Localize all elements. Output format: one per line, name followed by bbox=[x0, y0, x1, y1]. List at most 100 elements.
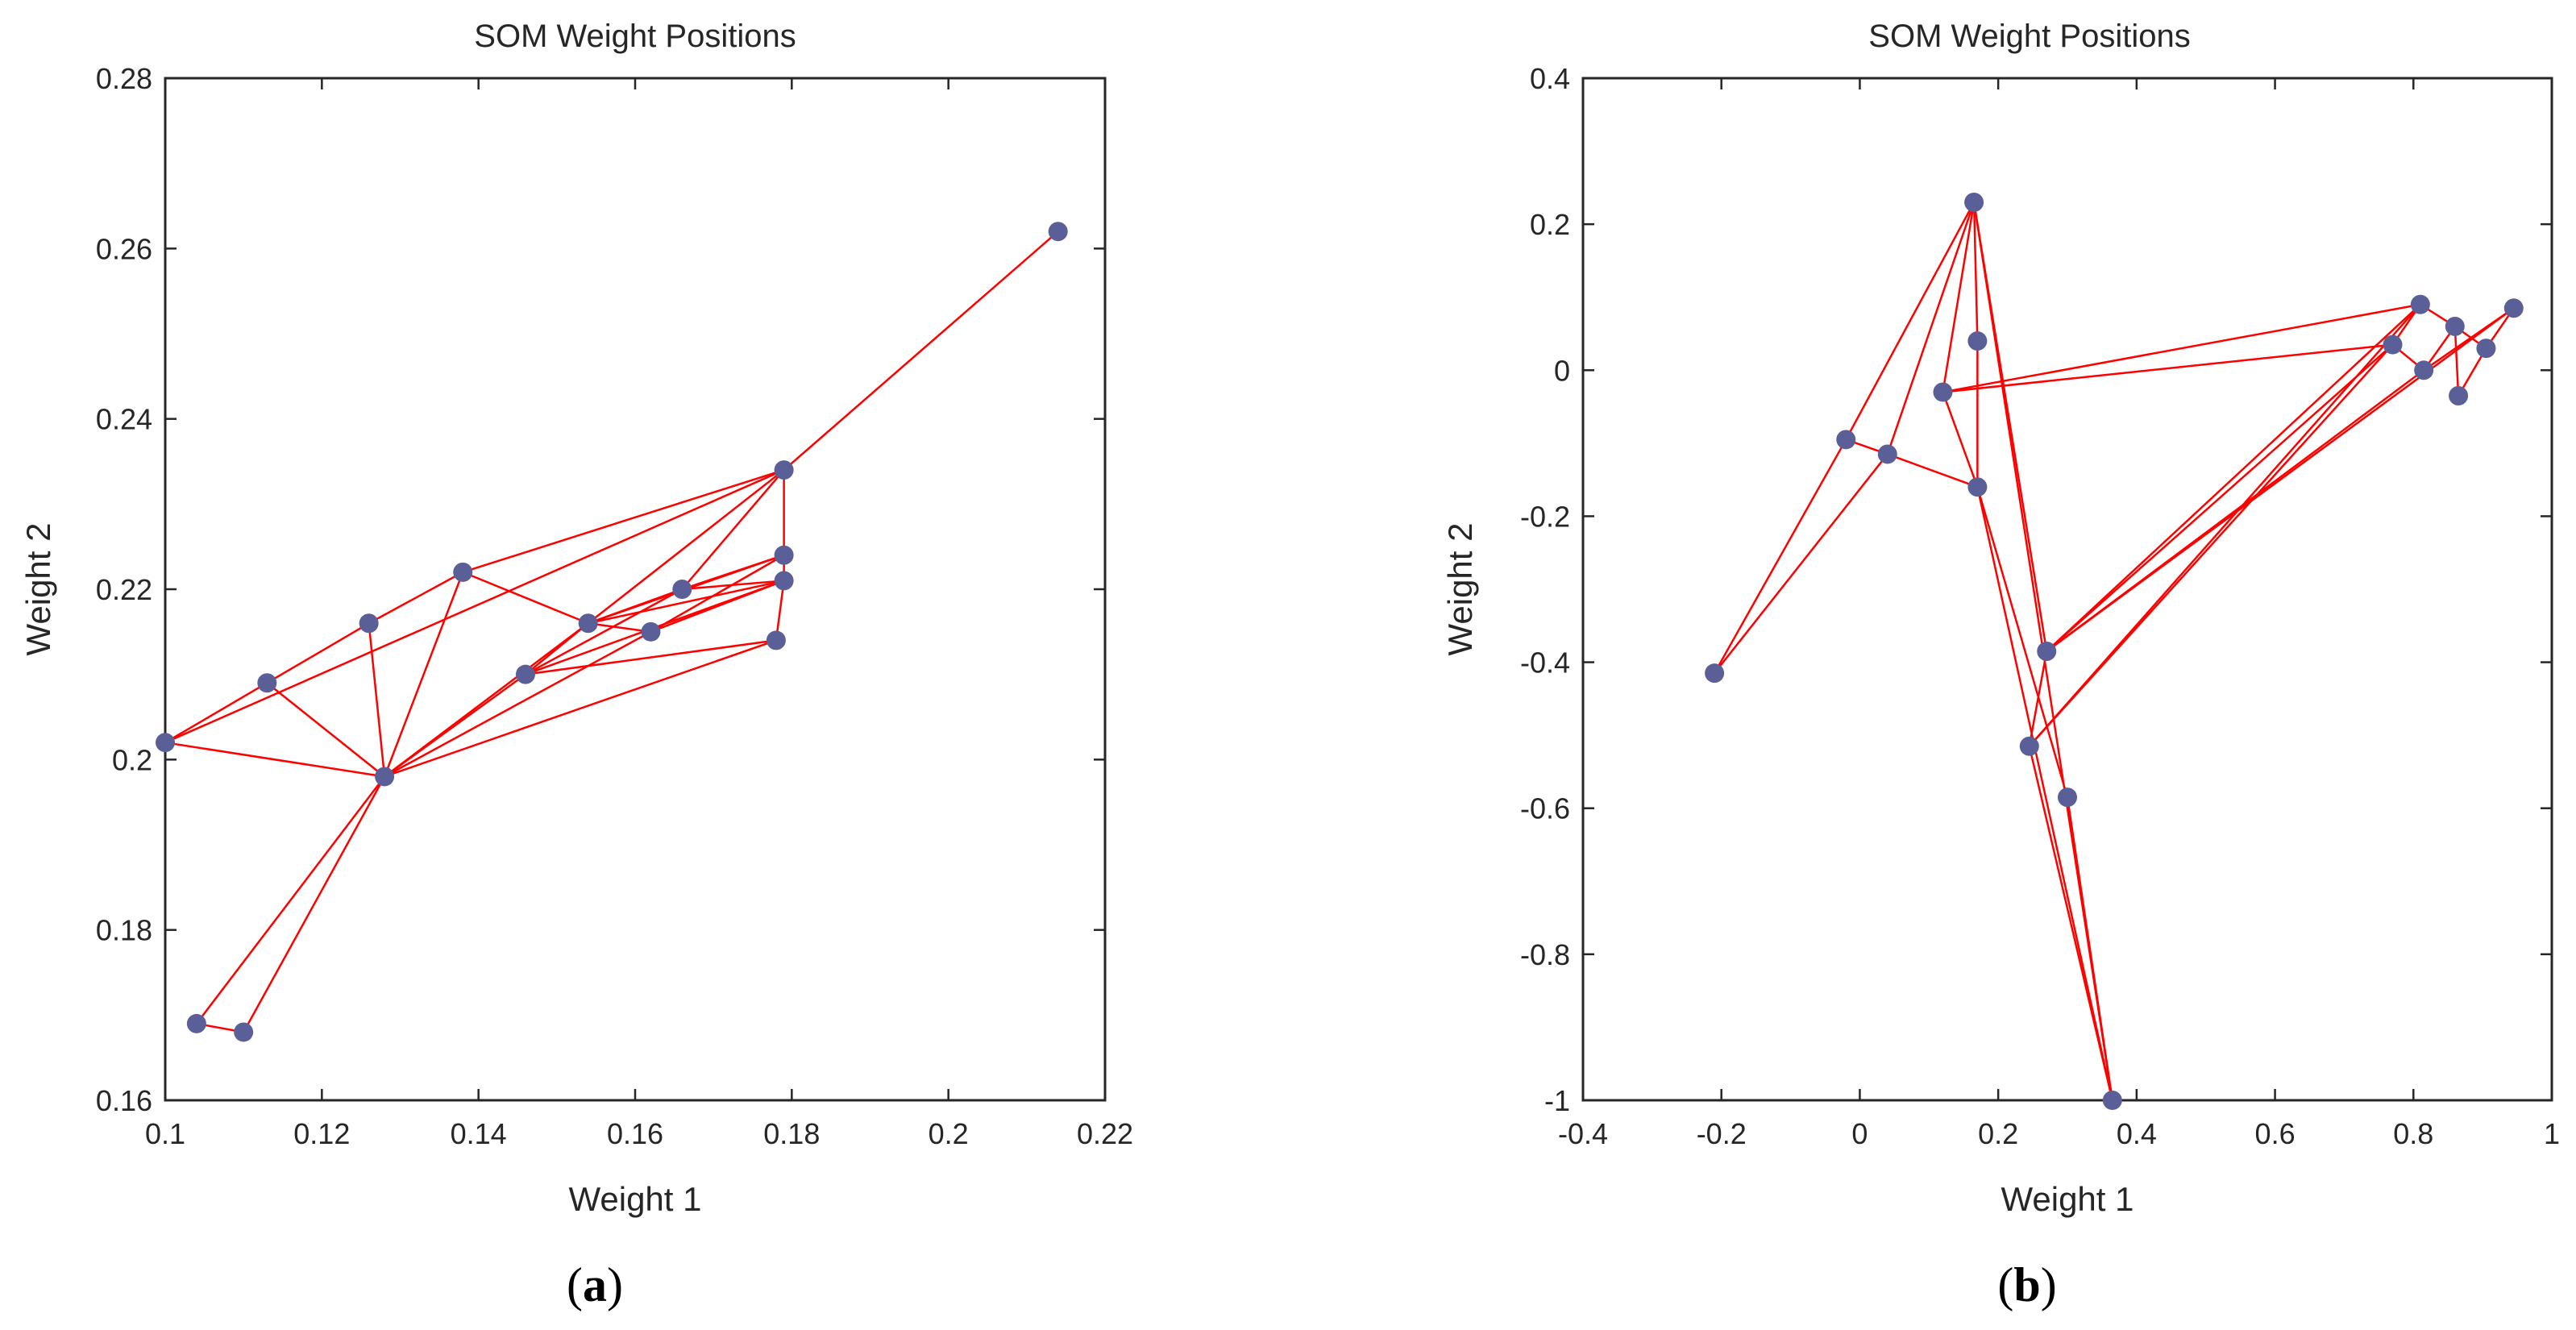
panel-b-weight-point bbox=[2058, 788, 2077, 808]
panel-b-neighbor-edge bbox=[1942, 202, 1976, 393]
panel-a-neighbor-edge bbox=[164, 741, 385, 778]
panel-a-y-tick-label: 0.28 bbox=[96, 62, 152, 95]
panel-a-weight-point bbox=[257, 673, 277, 693]
panel-a-x-tick-label: 0.22 bbox=[1077, 1117, 1133, 1150]
panel-b-caption-close: ) bbox=[2041, 1258, 2057, 1311]
panel-a-x-tick-label: 0.18 bbox=[763, 1117, 820, 1150]
panel-b-x-tick-label: 1 bbox=[2544, 1117, 2560, 1150]
panel-b-weight-point bbox=[2476, 339, 2496, 359]
panel-b-x-tick-label: 0 bbox=[1851, 1117, 1868, 1150]
panel-b-x-label: Weight 1 bbox=[2001, 1180, 2134, 1218]
panel-b-weight-point bbox=[2449, 385, 2469, 405]
panel-b-caption-letter: b bbox=[2013, 1258, 2040, 1311]
panel-a-neighbor-edge bbox=[384, 639, 777, 778]
panel-b-weight-point bbox=[2383, 335, 2403, 355]
panel-b-plot-area bbox=[1581, 77, 2553, 1102]
panel-a-plot-area bbox=[164, 77, 1107, 1102]
panel-a-weight-point bbox=[515, 664, 535, 684]
panel-a-neighbor-edge bbox=[681, 554, 785, 591]
panel-b-weight-point bbox=[2019, 736, 2039, 756]
panel-a-y-axis: 0.16 0.18 0.2 0.22 0.24 0.26 0.28 bbox=[96, 62, 1105, 1117]
panel-a-weight-point bbox=[186, 1013, 206, 1033]
panel-b-x-tick-label: -0.4 bbox=[1558, 1117, 1608, 1150]
panel-a-x-tick-label: 0.1 bbox=[145, 1117, 185, 1150]
panel-b-x-tick-label: 0.4 bbox=[2117, 1117, 2157, 1150]
panel-b-neighbor-edge bbox=[2453, 326, 2460, 397]
panel-b-y-tick-label: -0.4 bbox=[1520, 646, 1570, 680]
panel-a-neighbor-edge bbox=[650, 580, 785, 634]
panel-b-neighbor-edge bbox=[2028, 303, 2421, 747]
panel-b-neighbor-edge bbox=[2028, 650, 2048, 746]
panel-a-weight-point bbox=[359, 613, 379, 634]
panel-a-neighbor-edge bbox=[384, 622, 589, 778]
panel-a-neighbor-edge bbox=[266, 622, 370, 684]
panel-a-chart: SOM Weight Positions 0.1 0.12 0.14 0.16 0.18… bbox=[19, 19, 1133, 1311]
panel-a-x-label: Weight 1 bbox=[569, 1180, 702, 1218]
panel-a-neighbor-edge bbox=[384, 630, 652, 778]
panel-b-y-tick-label: -0.6 bbox=[1520, 792, 1570, 825]
panel-a-neighbor-edge bbox=[525, 588, 683, 675]
panel-b-neighbor-edge bbox=[1976, 486, 2069, 798]
panel-b-neighbor-edge bbox=[1942, 392, 1979, 488]
panel-b-neighbor-edge bbox=[1714, 453, 1888, 674]
panel-b-neighbor-edge bbox=[2423, 307, 2515, 372]
panel-b-neighbor-edge bbox=[1942, 343, 2393, 393]
panel-a-caption: (a) bbox=[567, 1258, 623, 1311]
panel-a-neighbor-edge bbox=[783, 231, 1059, 472]
panel-a-caption-close: ) bbox=[607, 1258, 623, 1311]
panel-b-neighbor-edge bbox=[2046, 307, 2515, 652]
panel-a-x-tick-label: 0.14 bbox=[451, 1117, 507, 1150]
panel-a-y-tick-label: 0.24 bbox=[96, 403, 152, 436]
panel-b-neighbor-edge bbox=[1887, 453, 1978, 488]
panel-a-weight-point bbox=[774, 571, 794, 591]
panel-b-neighbor-edge bbox=[2066, 796, 2114, 1101]
panel-b-y-tick-label: -0.8 bbox=[1520, 938, 1570, 971]
panel-b-neighbor-edge bbox=[1942, 303, 2421, 393]
panel-a-neighbor-edge bbox=[681, 469, 785, 590]
panel-a-weight-point bbox=[774, 545, 794, 565]
panel-b-x-tick-label: -0.2 bbox=[1697, 1117, 1747, 1150]
panel-b-x-tick-label: 0.6 bbox=[2255, 1117, 2296, 1150]
panel-b-neighbor-edge bbox=[1845, 202, 1976, 440]
panel-a-caption-letter: a bbox=[583, 1258, 607, 1311]
panel-a-neighbor-edge bbox=[525, 622, 589, 675]
panel-a-weight-point bbox=[774, 460, 794, 480]
panel-a-neighbor-edge bbox=[682, 580, 784, 591]
panel-a-neighbor-edge bbox=[266, 682, 385, 778]
panel-b-nodes bbox=[1705, 192, 2524, 1110]
panel-b-neighbor-edge bbox=[2046, 343, 2394, 652]
panel-b-weight-point bbox=[1964, 192, 1984, 212]
panel-a-neighbor-edge bbox=[383, 571, 464, 777]
panel-a-weight-point bbox=[234, 1022, 254, 1042]
panel-b-y-label: Weight 2 bbox=[1441, 523, 1479, 656]
panel-a-neighbor-edge bbox=[164, 468, 785, 744]
panel-b-weight-point bbox=[1877, 444, 1897, 464]
panel-b-weight-point bbox=[1967, 331, 1988, 351]
panel-b-weight-point bbox=[2102, 1091, 2122, 1110]
panel-a-y-tick-label: 0.2 bbox=[112, 743, 152, 776]
panel-a-weight-point bbox=[578, 613, 598, 634]
panel-a-neighbor-edge bbox=[588, 580, 784, 625]
panel-b-weight-point bbox=[2503, 298, 2524, 318]
panel-b-neighbor-edge bbox=[2028, 746, 2114, 1101]
panel-a-nodes bbox=[156, 222, 1068, 1042]
panel-a-weight-point bbox=[672, 580, 692, 599]
panel-b-weight-point bbox=[2037, 641, 2057, 661]
panel-b-weight-point bbox=[1705, 663, 1725, 684]
panel-a-neighbor-edge bbox=[462, 468, 784, 574]
panel-b-y-tick-label: 0.4 bbox=[1530, 62, 1570, 95]
panel-b-y-axis: -1 -0.8 -0.6 -0.4 -0.2 0 0.2 0.4 bbox=[1520, 62, 2552, 1117]
panel-b-weight-point bbox=[2410, 294, 2430, 314]
panel-a-neighbor-edge bbox=[650, 554, 785, 633]
panel-b-y-tick-label: 0 bbox=[1554, 354, 1570, 387]
panel-b-weight-point bbox=[2445, 316, 2465, 336]
panel-b-caption-open: ( bbox=[1997, 1258, 2013, 1311]
panel-b-title: SOM Weight Positions bbox=[1868, 19, 2190, 54]
panel-a-y-label: Weight 2 bbox=[19, 523, 57, 656]
panel-a-neighbor-edge bbox=[525, 639, 777, 675]
panel-a-weight-point bbox=[375, 767, 395, 787]
panel-b-x-axis: -0.4 -0.2 0 0.2 0.4 0.6 0.8 1 bbox=[1558, 78, 2560, 1150]
panel-a-x-tick-label: 0.16 bbox=[607, 1117, 663, 1150]
panel-b-neighbor-edge bbox=[1886, 202, 1976, 455]
